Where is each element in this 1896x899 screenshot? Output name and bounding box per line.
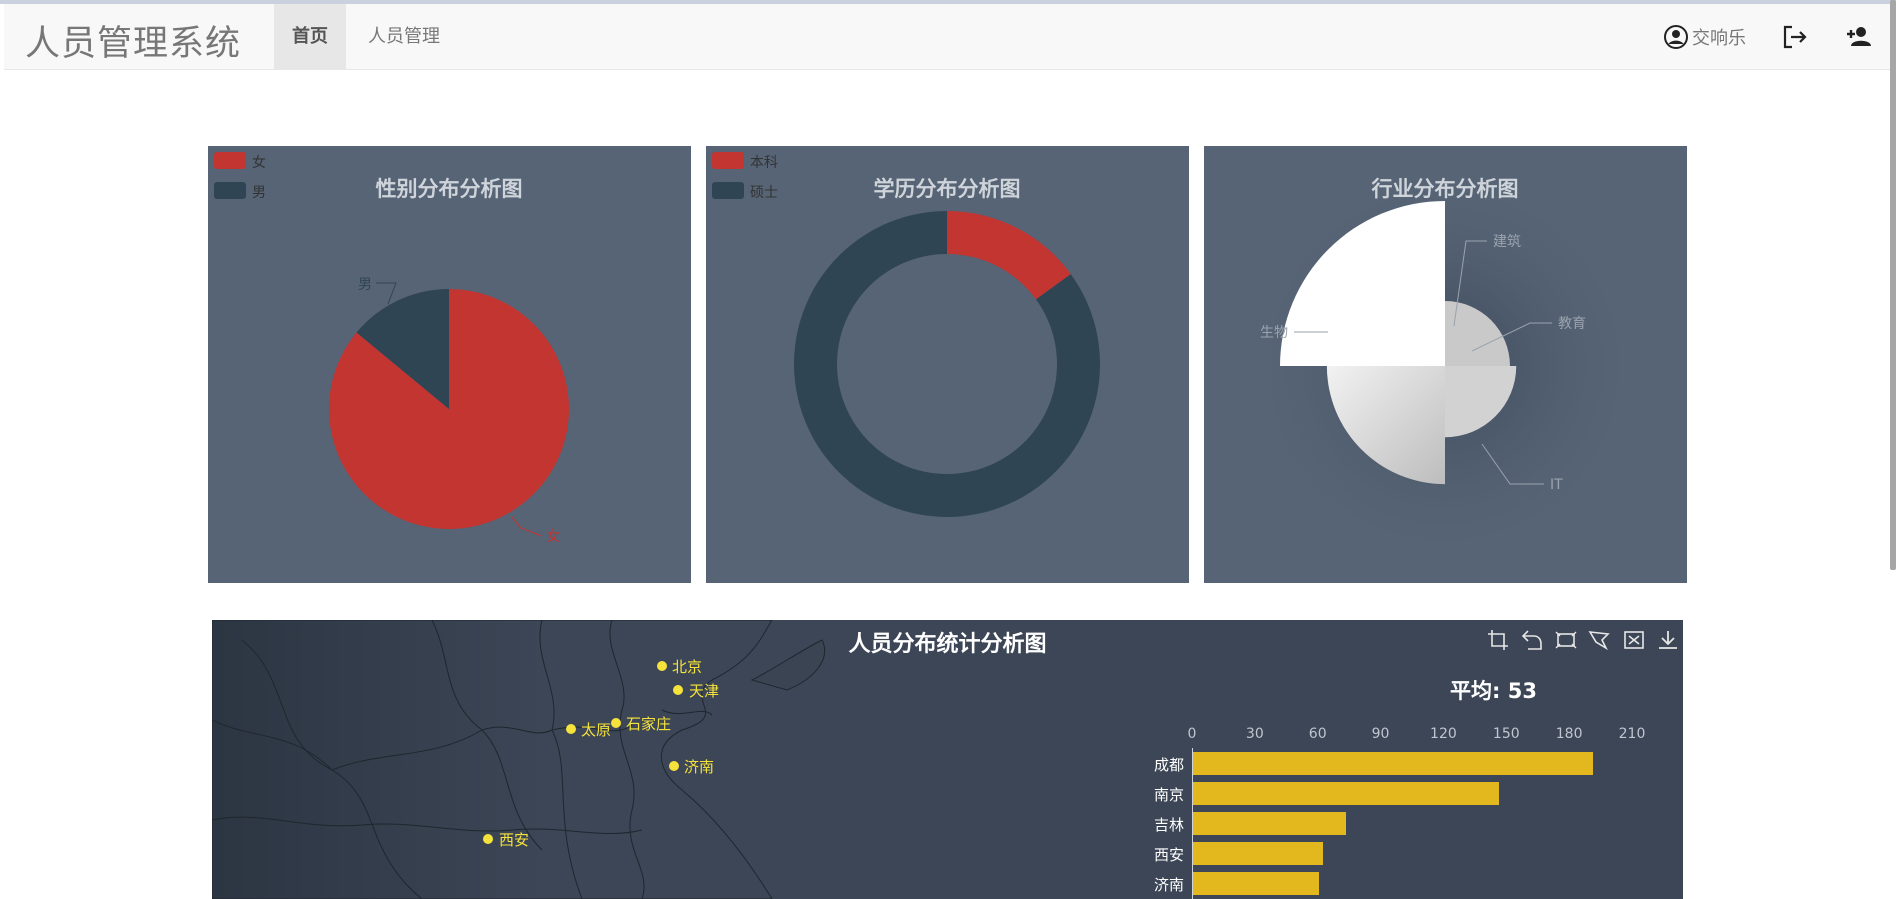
y-category-label: 济南 [1153, 876, 1184, 894]
bar-成都[interactable] [1193, 752, 1594, 775]
user-name: 交响乐 [1692, 28, 1746, 49]
bar-chart-average: 平均: 53 [1450, 679, 1537, 703]
download-icon[interactable] [1656, 628, 1680, 652]
education-chart-panel: 本科 硕士 学历分布分析图 [706, 146, 1189, 583]
city-marker-taiyuan[interactable] [566, 724, 576, 734]
china-map-background [212, 620, 825, 899]
user-circle-icon [1664, 25, 1688, 49]
slice-label-construction: 建筑 [1493, 234, 1521, 250]
x-tick-label: 30 [1245, 726, 1264, 742]
x-tick-label: 120 [1430, 726, 1457, 742]
navbar: 人员管理系统 首页 人员管理 交响乐 [4, 4, 1892, 70]
industry-rose-chart: 行业分布分析图 建筑 教育 IT 生物 [1239, 161, 1649, 571]
map-toolbox [1486, 628, 1680, 652]
y-category-label: 南京 [1153, 786, 1184, 804]
legend-swatch-female[interactable] [214, 152, 246, 169]
y-category-label: 吉林 [1153, 816, 1184, 834]
education-slice-0[interactable] [947, 211, 1071, 300]
slice-label-it: IT [1550, 477, 1563, 493]
industry-slice-2[interactable] [1326, 366, 1445, 485]
map-chart-title: 人员分布统计分析图 [848, 632, 1047, 657]
tab-people-management[interactable]: 人员管理 [368, 26, 440, 47]
city-marker-shijiazhuang[interactable] [611, 718, 621, 728]
slice-label-biology: 生物 [1260, 325, 1288, 341]
industry-slice-0[interactable] [1445, 301, 1510, 366]
x-tick-label: 90 [1371, 726, 1390, 742]
city-marker-beijing[interactable] [657, 661, 667, 671]
slice-label-male: 男 [358, 277, 372, 293]
city-marker-tianjin[interactable] [673, 685, 683, 695]
city-marker-jinan[interactable] [669, 761, 679, 771]
industry-slice-1[interactable] [1445, 366, 1517, 438]
city-label-shijiazhuang: 石家庄 [626, 715, 672, 733]
map-chart-panel: 人员分布统计分析图 北京 天津 石家庄 太原 济南 西安 平均: 53 0 30 6… [212, 620, 1683, 899]
legend-swatch-bachelor[interactable] [712, 152, 744, 169]
industry-chart-panel: 行业分布分析图 建筑 教育 IT 生物 [1204, 146, 1687, 583]
city-label-tianjin: 天津 [689, 682, 720, 700]
gender-chart-panel: 女 男 性别分布分析图 男 女 [208, 146, 691, 583]
city-label-jinan: 济南 [684, 758, 715, 776]
lasso-icon[interactable] [1588, 628, 1612, 652]
education-donut-chart: 本科 硕士 学历分布分析图 [712, 152, 1100, 518]
user-menu[interactable]: 交响乐 [1664, 4, 1746, 70]
add-user-icon [1847, 27, 1871, 46]
bar-济南[interactable] [1193, 872, 1319, 895]
x-tick-label: 60 [1308, 726, 1327, 742]
y-axis-line [1192, 748, 1193, 899]
legend-label-male[interactable]: 男 [252, 185, 266, 201]
chart-title: 行业分布分析图 [1371, 177, 1519, 201]
slice-label-female: 女 [546, 528, 560, 545]
undo-icon[interactable] [1520, 628, 1544, 652]
legend-swatch-master[interactable] [712, 182, 744, 199]
bar-吉林[interactable] [1193, 812, 1346, 835]
crop-icon[interactable] [1486, 628, 1510, 652]
x-tick-label: 0 [1187, 726, 1197, 742]
city-marker-xian[interactable] [483, 834, 493, 844]
legend-label-female[interactable]: 女 [252, 154, 266, 171]
gender-slice-1[interactable] [356, 289, 449, 409]
bar-南京[interactable] [1193, 782, 1499, 805]
add-user-button[interactable] [1846, 4, 1872, 70]
chart-title: 学历分布分析图 [874, 177, 1021, 201]
y-category-label: 西安 [1153, 846, 1184, 864]
industry-slice-3[interactable] [1280, 201, 1445, 366]
page-scrollbar[interactable] [1890, 0, 1896, 570]
legend-label-master[interactable]: 硕士 [750, 185, 778, 201]
bar-西安[interactable] [1193, 842, 1323, 865]
legend-swatch-male[interactable] [214, 182, 246, 199]
slice-label-education: 教育 [1558, 316, 1586, 332]
brand-title[interactable]: 人员管理系统 [25, 24, 242, 64]
x-tick-label: 180 [1555, 726, 1583, 742]
gender-pie-chart: 女 男 性别分布分析图 男 女 [214, 152, 569, 545]
window-top-strip [0, 0, 1896, 4]
city-label-taiyuan: 太原 [581, 721, 612, 739]
tab-home[interactable]: 首页 [274, 4, 346, 70]
logout-button[interactable] [1782, 4, 1808, 70]
x-tick-label: 150 [1492, 726, 1520, 742]
chart-title: 性别分布分析图 [376, 177, 523, 201]
city-label-beijing: 北京 [672, 658, 703, 676]
clear-selection-icon[interactable] [1622, 628, 1646, 652]
logout-icon [1783, 25, 1807, 49]
city-label-xian: 西安 [499, 831, 530, 849]
rect-select-icon[interactable] [1554, 628, 1578, 652]
x-tick-label: 210 [1618, 726, 1646, 742]
y-category-label: 成都 [1153, 756, 1184, 774]
legend-label-bachelor[interactable]: 本科 [750, 155, 778, 171]
